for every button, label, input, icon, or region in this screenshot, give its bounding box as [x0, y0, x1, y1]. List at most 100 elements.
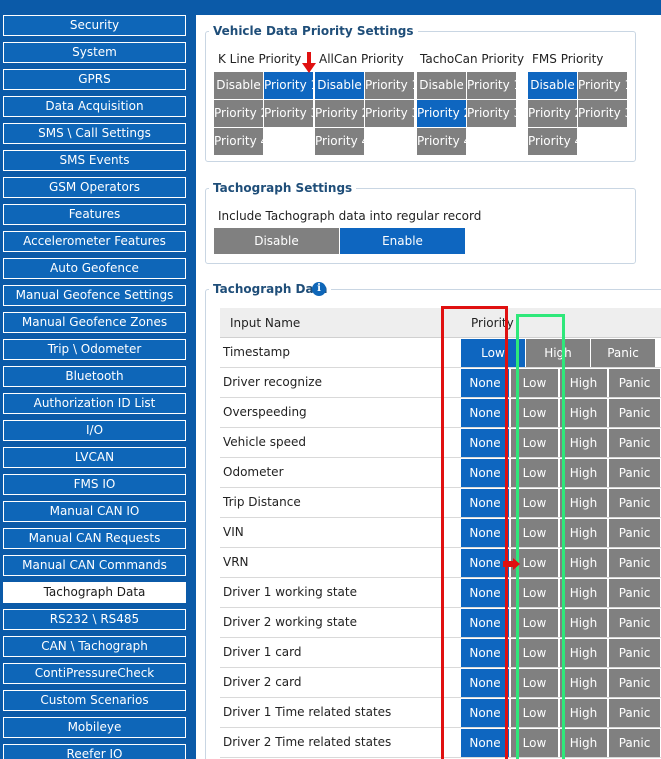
- priority-option-high[interactable]: High: [560, 369, 608, 397]
- priority-option-low[interactable]: Low: [511, 579, 559, 607]
- sidebar-item-system[interactable]: System: [3, 42, 186, 63]
- priority-option-allcan-priority-priority-1[interactable]: Priority 1: [365, 72, 414, 99]
- sidebar-item-can-tachograph[interactable]: CAN \ Tachograph: [3, 636, 186, 657]
- priority-option-panic[interactable]: Panic: [609, 669, 661, 697]
- sidebar-item-tachograph-data[interactable]: Tachograph Data: [3, 582, 186, 603]
- sidebar-item-i-o[interactable]: I/O: [3, 420, 186, 441]
- priority-option-tachocan-priority-priority-2[interactable]: Priority 2: [417, 100, 466, 127]
- sidebar-item-sms-events[interactable]: SMS Events: [3, 150, 186, 171]
- priority-option-none[interactable]: None: [461, 399, 510, 427]
- disable-tachograph-button[interactable]: Disable: [214, 228, 339, 254]
- priority-option-panic[interactable]: Panic: [609, 579, 661, 607]
- timestamp-option-low[interactable]: Low: [461, 339, 526, 367]
- priority-option-low[interactable]: Low: [511, 519, 559, 547]
- priority-option-high[interactable]: High: [560, 549, 608, 577]
- sidebar-item-trip-odometer[interactable]: Trip \ Odometer: [3, 339, 186, 360]
- priority-option-fms-priority-priority-4[interactable]: Priority 4: [528, 128, 577, 155]
- sidebar-item-security[interactable]: Security: [3, 15, 186, 36]
- priority-option-fms-priority-priority-1[interactable]: Priority 1: [578, 72, 627, 99]
- priority-option-k-line-priority-priority-2[interactable]: Priority 2: [214, 100, 263, 127]
- priority-option-k-line-priority-priority-1[interactable]: Priority 1: [264, 72, 313, 99]
- priority-option-fms-priority-disable[interactable]: Disable: [528, 72, 577, 99]
- priority-option-none[interactable]: None: [461, 669, 510, 697]
- priority-option-low[interactable]: Low: [511, 609, 559, 637]
- priority-option-allcan-priority-priority-2[interactable]: Priority 2: [315, 100, 364, 127]
- sidebar-item-gprs[interactable]: GPRS: [3, 69, 186, 90]
- sidebar-item-manual-geofence-zones[interactable]: Manual Geofence Zones: [3, 312, 186, 333]
- priority-option-fms-priority-priority-3[interactable]: Priority 3: [578, 100, 627, 127]
- priority-option-panic[interactable]: Panic: [609, 699, 661, 727]
- priority-option-low[interactable]: Low: [511, 729, 559, 757]
- priority-option-panic[interactable]: Panic: [609, 429, 661, 457]
- priority-option-panic[interactable]: Panic: [609, 639, 661, 667]
- priority-option-high[interactable]: High: [560, 429, 608, 457]
- priority-option-tachocan-priority-disable[interactable]: Disable: [417, 72, 466, 99]
- priority-option-high[interactable]: High: [560, 669, 608, 697]
- priority-option-high[interactable]: High: [560, 489, 608, 517]
- priority-option-high[interactable]: High: [560, 699, 608, 727]
- priority-option-none[interactable]: None: [461, 489, 510, 517]
- priority-option-tachocan-priority-priority-4[interactable]: Priority 4: [417, 128, 466, 155]
- priority-option-high[interactable]: High: [560, 579, 608, 607]
- priority-option-none[interactable]: None: [461, 639, 510, 667]
- priority-option-k-line-priority-priority-4[interactable]: Priority 4: [214, 128, 263, 155]
- priority-option-tachocan-priority-priority-3[interactable]: Priority 3: [467, 100, 516, 127]
- sidebar-item-manual-can-io[interactable]: Manual CAN IO: [3, 501, 186, 522]
- sidebar-item-contipressurecheck[interactable]: ContiPressureCheck: [3, 663, 186, 684]
- timestamp-option-panic[interactable]: Panic: [591, 339, 656, 367]
- priority-option-none[interactable]: None: [461, 729, 510, 757]
- sidebar-item-custom-scenarios[interactable]: Custom Scenarios: [3, 690, 186, 711]
- priority-option-none[interactable]: None: [461, 369, 510, 397]
- sidebar-item-sms-call-settings[interactable]: SMS \ Call Settings: [3, 123, 186, 144]
- priority-option-none[interactable]: None: [461, 459, 510, 487]
- priority-option-low[interactable]: Low: [511, 549, 559, 577]
- enable-tachograph-button[interactable]: Enable: [340, 228, 465, 254]
- sidebar-item-mobileye[interactable]: Mobileye: [3, 717, 186, 738]
- priority-option-low[interactable]: Low: [511, 489, 559, 517]
- priority-option-low[interactable]: Low: [511, 369, 559, 397]
- priority-option-allcan-priority-disable[interactable]: Disable: [315, 72, 364, 99]
- sidebar-item-manual-geofence-settings[interactable]: Manual Geofence Settings: [3, 285, 186, 306]
- priority-option-panic[interactable]: Panic: [609, 459, 661, 487]
- priority-option-none[interactable]: None: [461, 429, 510, 457]
- sidebar-item-data-acquisition[interactable]: Data Acquisition: [3, 96, 186, 117]
- priority-option-allcan-priority-priority-4[interactable]: Priority 4: [315, 128, 364, 155]
- priority-option-fms-priority-priority-2[interactable]: Priority 2: [528, 100, 577, 127]
- priority-option-allcan-priority-priority-3[interactable]: Priority 3: [365, 100, 414, 127]
- sidebar-item-manual-can-commands[interactable]: Manual CAN Commands: [3, 555, 186, 576]
- priority-option-low[interactable]: Low: [511, 669, 559, 697]
- priority-option-none[interactable]: None: [461, 579, 510, 607]
- priority-option-high[interactable]: High: [560, 609, 608, 637]
- priority-option-tachocan-priority-priority-1[interactable]: Priority 1: [467, 72, 516, 99]
- priority-option-k-line-priority-disable[interactable]: Disable: [214, 72, 263, 99]
- priority-option-high[interactable]: High: [560, 519, 608, 547]
- priority-option-high[interactable]: High: [560, 729, 608, 757]
- sidebar-item-features[interactable]: Features: [3, 204, 186, 225]
- priority-option-panic[interactable]: Panic: [609, 609, 661, 637]
- priority-option-high[interactable]: High: [560, 399, 608, 427]
- sidebar-item-bluetooth[interactable]: Bluetooth: [3, 366, 186, 387]
- sidebar-item-lvcan[interactable]: LVCAN: [3, 447, 186, 468]
- priority-option-low[interactable]: Low: [511, 429, 559, 457]
- priority-option-panic[interactable]: Panic: [609, 369, 661, 397]
- priority-option-none[interactable]: None: [461, 609, 510, 637]
- priority-option-high[interactable]: High: [560, 459, 608, 487]
- info-icon[interactable]: i: [312, 282, 326, 296]
- sidebar-item-auto-geofence[interactable]: Auto Geofence: [3, 258, 186, 279]
- sidebar-item-gsm-operators[interactable]: GSM Operators: [3, 177, 186, 198]
- priority-option-low[interactable]: Low: [511, 399, 559, 427]
- priority-option-low[interactable]: Low: [511, 699, 559, 727]
- sidebar-item-fms-io[interactable]: FMS IO: [3, 474, 186, 495]
- sidebar-item-manual-can-requests[interactable]: Manual CAN Requests: [3, 528, 186, 549]
- priority-option-high[interactable]: High: [560, 639, 608, 667]
- priority-option-k-line-priority-priority-3[interactable]: Priority 3: [264, 100, 313, 127]
- priority-option-low[interactable]: Low: [511, 639, 559, 667]
- priority-option-none[interactable]: None: [461, 699, 510, 727]
- priority-option-none[interactable]: None: [461, 519, 510, 547]
- sidebar-item-authorization-id-list[interactable]: Authorization ID List: [3, 393, 186, 414]
- priority-option-panic[interactable]: Panic: [609, 489, 661, 517]
- priority-option-panic[interactable]: Panic: [609, 519, 661, 547]
- priority-option-panic[interactable]: Panic: [609, 729, 661, 757]
- sidebar-item-accelerometer-features[interactable]: Accelerometer Features: [3, 231, 186, 252]
- sidebar-item-rs232-rs485[interactable]: RS232 \ RS485: [3, 609, 186, 630]
